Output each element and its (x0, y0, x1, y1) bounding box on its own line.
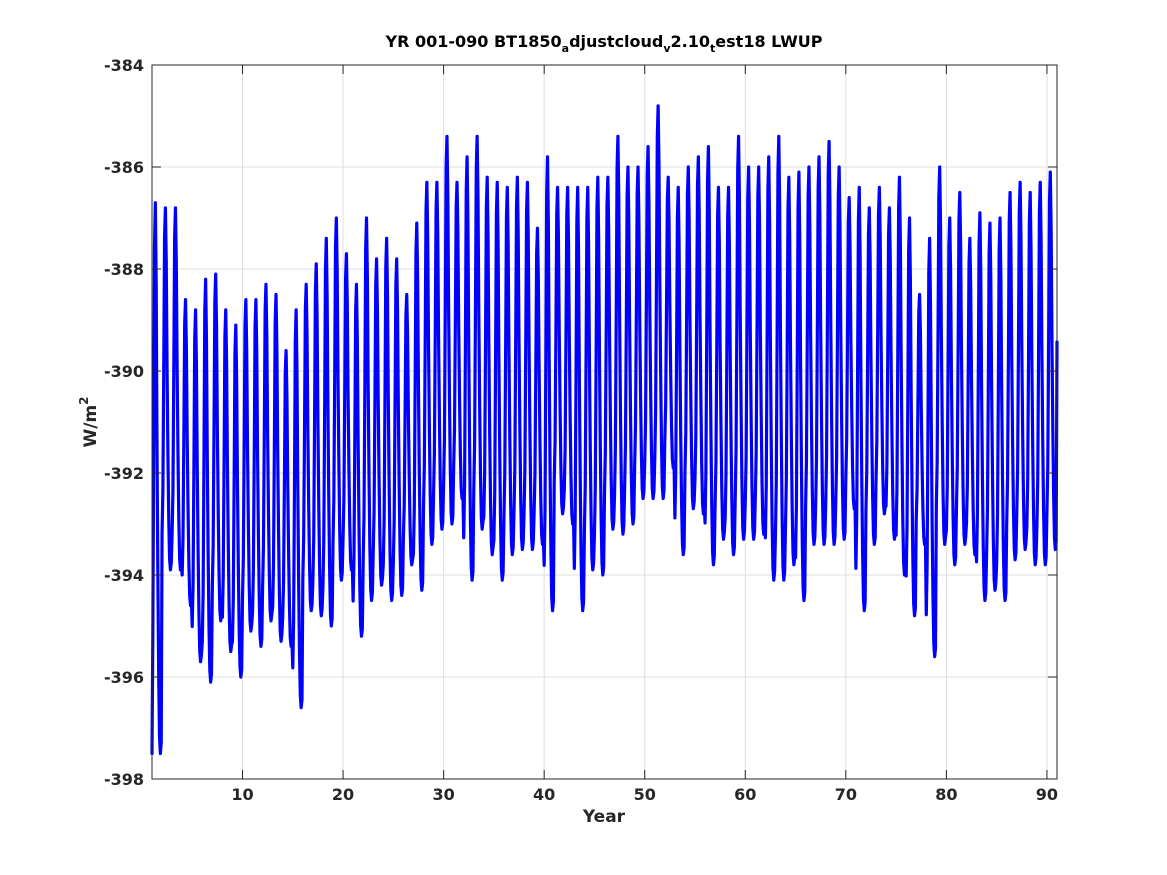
x-tick-label: 40 (533, 785, 555, 804)
y-tick-label: -384 (104, 56, 144, 75)
chart-title-part-0: YR 001-090 BT1850 (385, 32, 562, 51)
y-tick-labels: -398 -396 -394 -392 -390 -388 -386 -384 (104, 56, 144, 789)
y-axis-label: W/m2 (77, 396, 101, 447)
y-axis-label-base: W/m (81, 405, 101, 448)
x-tick-label: 50 (634, 785, 656, 804)
plot-frame (151, 64, 1058, 780)
series-layer (150, 104, 1059, 756)
chart-title-part-3: v (663, 42, 671, 55)
y-tick-label: -388 (104, 260, 144, 279)
x-tick-label: 10 (231, 785, 253, 804)
y-tick-label: -390 (104, 362, 144, 381)
chart-title-part-5: t (710, 42, 715, 55)
chart-title: YR 001-090 BT1850adjustcloudv2.10test18 … (385, 32, 823, 55)
x-tick-label: 90 (1036, 785, 1058, 804)
y-tick-label: -396 (104, 668, 144, 687)
x-tick-labels: 10 20 30 40 50 60 70 80 90 (231, 785, 1058, 804)
x-tick-label: 20 (332, 785, 354, 804)
y-tick-label: -394 (104, 566, 144, 585)
chart-title-part-2: djustcloud (569, 32, 663, 51)
x-tick-label: 60 (734, 785, 756, 804)
ticks (152, 64, 1057, 780)
chart-title-part-6: est18 LWUP (715, 32, 822, 51)
chart-title-part-4: 2.10 (671, 32, 710, 51)
y-tick-label: -392 (104, 464, 144, 483)
x-tick-label: 70 (835, 785, 857, 804)
x-axis-label: Year (582, 807, 626, 827)
series-line-0 (150, 104, 1059, 756)
x-tick-label: 80 (935, 785, 957, 804)
y-axis-label-superscript: 2 (77, 396, 91, 404)
y-tick-label: -386 (104, 158, 144, 177)
y-tick-label: -398 (104, 770, 144, 789)
x-tick-label: 30 (432, 785, 454, 804)
chart-title-part-1: a (562, 42, 569, 55)
